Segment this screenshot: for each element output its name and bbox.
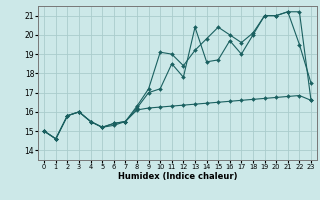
X-axis label: Humidex (Indice chaleur): Humidex (Indice chaleur): [118, 172, 237, 181]
